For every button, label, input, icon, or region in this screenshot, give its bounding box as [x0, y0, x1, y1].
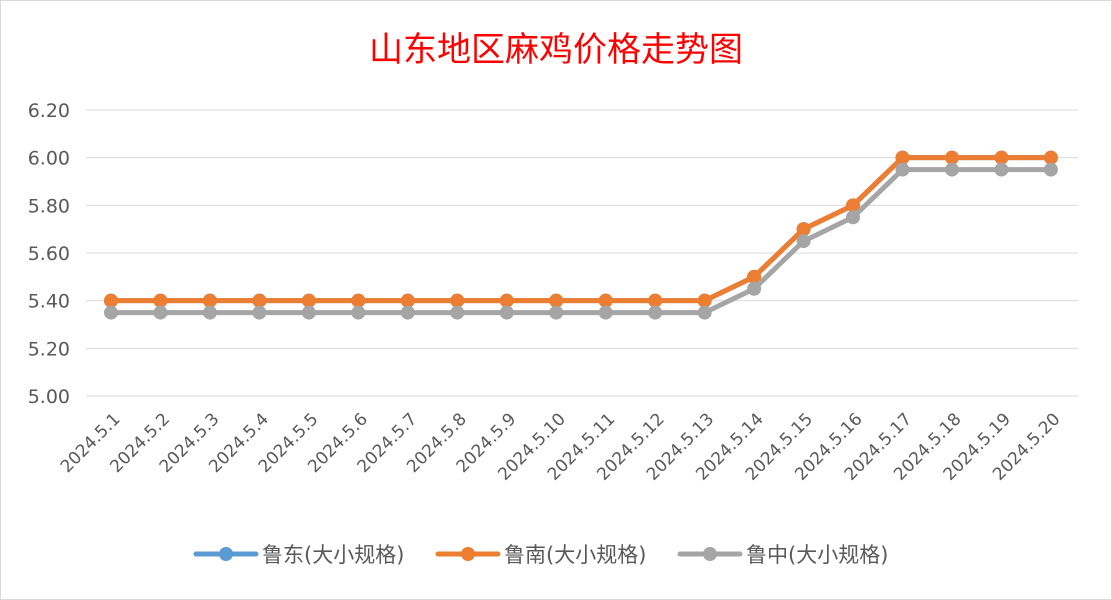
x-axis-ticks: 2024.5.12024.5.22024.5.32024.5.42024.5.5…: [57, 409, 1065, 484]
y-tick-label: 5.60: [28, 243, 70, 265]
legend-label: 鲁东(大小规格): [262, 543, 404, 567]
y-tick-label: 5.00: [28, 386, 70, 408]
legend-label: 鲁南(大小规格): [504, 543, 646, 567]
data-point: [796, 234, 811, 249]
series-0: [104, 150, 1058, 308]
data-point: [400, 293, 415, 308]
data-point: [598, 293, 613, 308]
data-point: [153, 305, 168, 320]
data-point: [301, 293, 316, 308]
data-point: [252, 293, 267, 308]
data-point: [104, 305, 118, 320]
series-line: [108, 155, 1054, 304]
data-point: [499, 293, 514, 308]
data-point: [1043, 162, 1058, 177]
y-tick-label: 6.00: [28, 148, 70, 170]
data-point: [944, 150, 959, 165]
legend-item: 鲁南(大小规格): [435, 543, 646, 567]
data-point: [747, 269, 762, 284]
y-tick-label: 5.40: [28, 291, 70, 313]
gridlines: [86, 109, 1078, 397]
data-point: [1043, 150, 1058, 165]
data-point: [648, 305, 663, 320]
data-point: [153, 293, 168, 308]
data-point: [994, 162, 1009, 177]
data-point: [450, 293, 465, 308]
data-point: [202, 305, 217, 320]
data-point: [796, 222, 811, 237]
data-point: [351, 293, 366, 308]
series-1: [104, 150, 1058, 308]
legend: 鲁东(大小规格) 鲁南(大小规格) 鲁中(大小规格): [193, 543, 888, 567]
data-point: [944, 162, 959, 177]
legend-item: 鲁中(大小规格): [677, 543, 888, 567]
data-point: [499, 305, 514, 320]
legend-swatch-marker: [219, 547, 233, 561]
data-point: [697, 293, 712, 308]
legend-label: 鲁中(大小规格): [746, 543, 888, 567]
legend-swatch-marker: [703, 547, 717, 561]
chart-title: 山东地区麻鸡价格走势图: [369, 30, 743, 70]
data-point: [846, 198, 861, 213]
data-point: [450, 305, 465, 320]
y-axis-ticks: 5.00 5.20 5.40 5.60 5.80 6.00 6.20: [28, 100, 70, 408]
y-tick-label: 6.20: [28, 100, 70, 122]
legend-item: 鲁东(大小规格): [193, 543, 404, 567]
data-point: [846, 210, 861, 225]
y-tick-label: 5.80: [28, 195, 70, 217]
data-point: [994, 150, 1009, 165]
data-point: [351, 305, 366, 320]
data-point: [895, 150, 910, 165]
series-line: [108, 155, 1054, 304]
data-point: [400, 305, 415, 320]
data-point: [549, 293, 564, 308]
data-point: [648, 293, 663, 308]
data-point: [598, 305, 613, 320]
series-lines: [104, 150, 1058, 320]
data-point: [301, 305, 316, 320]
data-point: [747, 281, 762, 296]
legend-swatch-marker: [461, 547, 475, 561]
series-2: [104, 162, 1058, 320]
data-point: [252, 305, 267, 320]
data-point: [697, 305, 712, 320]
series-line: [108, 167, 1054, 316]
data-point: [202, 293, 217, 308]
data-point: [895, 162, 910, 177]
data-point: [104, 293, 118, 308]
data-point: [549, 305, 564, 320]
y-tick-label: 5.20: [28, 338, 70, 360]
